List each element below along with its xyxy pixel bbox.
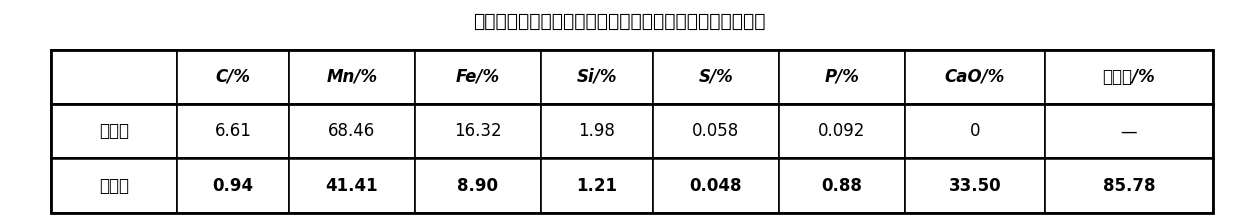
Text: 0.058: 0.058 [693,122,740,140]
Bar [779,50,904,104]
Bar [415,104,541,159]
Bar [177,50,289,104]
Bar [415,159,541,213]
Text: 脱碳后: 脱碳后 [99,177,129,195]
Text: —: — [1120,122,1137,140]
Text: 0: 0 [970,122,980,140]
Text: 85.78: 85.78 [1103,177,1155,195]
Bar [289,50,415,104]
Bar [653,50,779,104]
Bar [904,104,1044,159]
Text: 6.61: 6.61 [214,122,252,140]
Text: 16.32: 16.32 [453,122,502,140]
Text: 高碳锰铁合金粉固相脱碳前后含碳量及有关成分变化对比表: 高碳锰铁合金粉固相脱碳前后含碳量及有关成分变化对比表 [473,12,766,31]
Bar [51,159,177,213]
Text: 1.21: 1.21 [576,177,617,195]
Bar [415,50,541,104]
Text: Mn/%: Mn/% [326,68,378,86]
Bar [1044,50,1213,104]
Text: S/%: S/% [699,68,733,86]
Bar [51,104,177,159]
Bar [653,104,779,159]
Bar [904,159,1044,213]
Bar [541,50,653,104]
Bar [779,104,904,159]
Text: C/%: C/% [216,68,250,86]
Text: 脱碳前: 脱碳前 [99,122,129,140]
Text: 68.46: 68.46 [328,122,375,140]
Text: Si/%: Si/% [576,68,617,86]
Bar [1044,159,1213,213]
Bar [51,50,177,104]
Text: 0.88: 0.88 [821,177,862,195]
Bar [541,104,653,159]
Bar [289,159,415,213]
Bar [51,50,1213,213]
Text: 41.41: 41.41 [326,177,378,195]
Bar [177,159,289,213]
Text: 8.90: 8.90 [457,177,498,195]
Text: 1.98: 1.98 [579,122,616,140]
Text: 脱碳率/%: 脱碳率/% [1103,68,1155,86]
Text: P/%: P/% [824,68,860,86]
Text: CaO/%: CaO/% [944,68,1005,86]
Text: 0.048: 0.048 [690,177,742,195]
Bar [289,104,415,159]
Text: 33.50: 33.50 [949,177,1001,195]
Bar [1044,104,1213,159]
Bar [653,159,779,213]
Text: 0.092: 0.092 [818,122,866,140]
Bar [779,159,904,213]
Bar [541,159,653,213]
Bar [904,50,1044,104]
Text: 0.94: 0.94 [212,177,254,195]
Bar [177,104,289,159]
Text: Fe/%: Fe/% [456,68,499,86]
